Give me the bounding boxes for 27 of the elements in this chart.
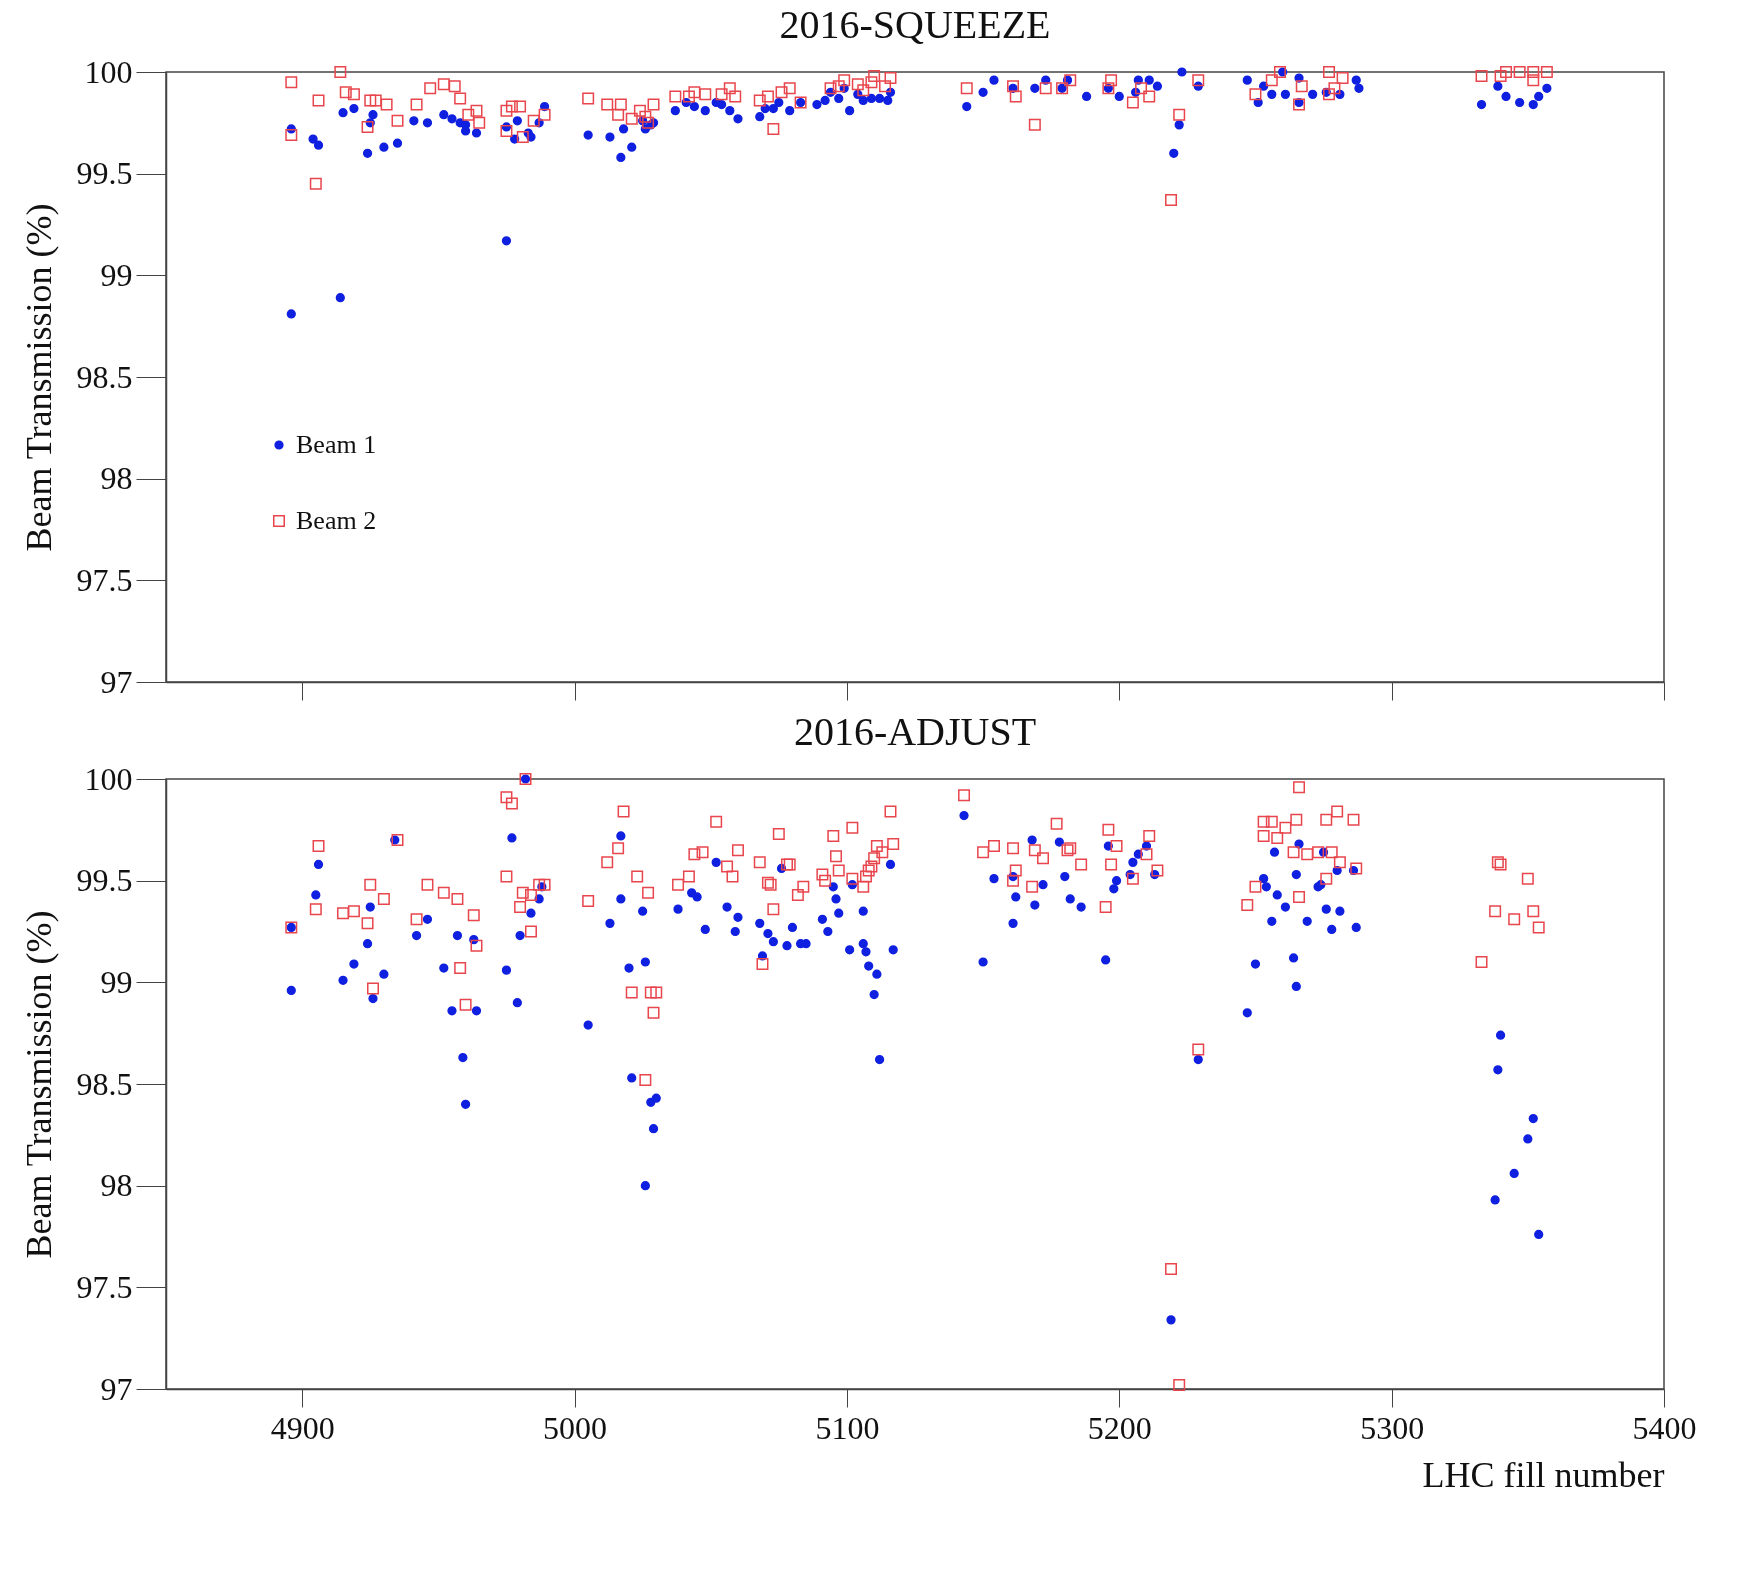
legend-label: Beam 2 xyxy=(296,506,377,535)
y-tick-label: 100 xyxy=(84,53,133,90)
legend-label: Beam 1 xyxy=(296,430,377,459)
y-tick-label: 98 xyxy=(100,460,133,497)
x-tick-label: 5100 xyxy=(815,1409,880,1446)
y-tick-label: 98.5 xyxy=(76,358,133,395)
y-tick-label: 100 xyxy=(84,760,133,797)
y-tick-label: 98 xyxy=(100,1167,133,1204)
x-tick-label: 5400 xyxy=(1632,1409,1697,1446)
chart-title: 2016-ADJUST xyxy=(793,709,1037,754)
x-axis-title: LHC fill number xyxy=(1422,1454,1665,1495)
y-tick-label: 97.5 xyxy=(76,1268,133,1305)
y-tick-label: 99 xyxy=(100,256,133,293)
y-tick-label: 97.5 xyxy=(76,561,133,598)
chart-title: 2016-SQUEEZE xyxy=(779,2,1051,47)
x-tick-label: 5200 xyxy=(1087,1409,1152,1446)
y-tick-label: 99.5 xyxy=(76,862,133,899)
y-axis-title: Beam Transmission (%) xyxy=(18,910,59,1259)
y-axis-title: Beam Transmission (%) xyxy=(18,203,59,552)
x-tick-label: 5300 xyxy=(1360,1409,1425,1446)
y-tick-label: 97 xyxy=(100,1370,133,1407)
y-tick-label: 97 xyxy=(100,663,133,700)
y-tick-label: 98.5 xyxy=(76,1065,133,1102)
x-tick-label: 5000 xyxy=(543,1409,608,1446)
y-tick-label: 99 xyxy=(100,963,133,1000)
y-tick-label: 99.5 xyxy=(76,155,133,192)
x-tick-label: 4900 xyxy=(270,1409,335,1446)
